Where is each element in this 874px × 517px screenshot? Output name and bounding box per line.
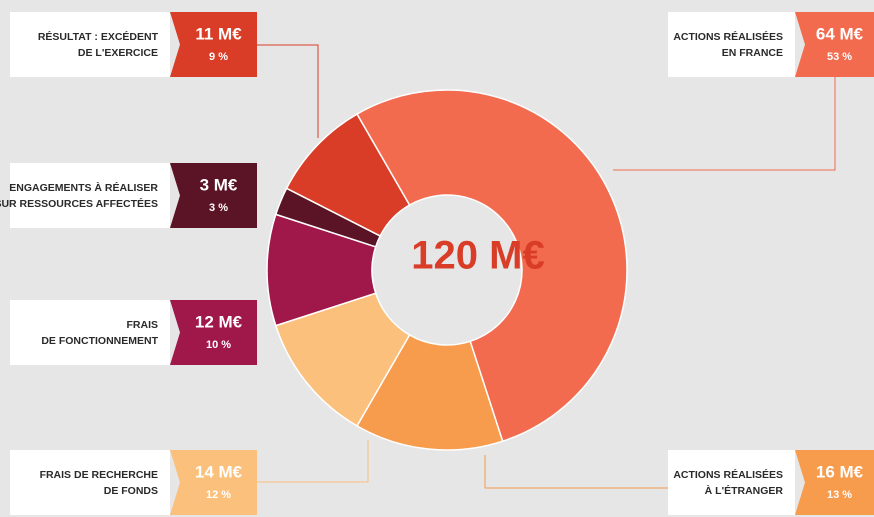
slice [285, 113, 411, 237]
share-label: 13 % [827, 489, 852, 501]
label-box [10, 300, 170, 365]
value-box [170, 12, 257, 77]
value-box [170, 300, 257, 365]
share-label: 53 % [827, 51, 852, 63]
leader-line [257, 44, 319, 138]
value-label: 11 M€ [195, 24, 242, 43]
share-label: 3 % [209, 202, 228, 214]
value-box [795, 450, 874, 515]
value-box [170, 163, 257, 228]
category-label: ACTIONS RÉALISÉES [673, 468, 783, 481]
leader-line [257, 440, 369, 483]
category-label: ACTIONS RÉALISÉES [673, 30, 783, 43]
label-box [668, 12, 795, 77]
label-box [668, 450, 795, 515]
category-label: DE L'EXERCICE [78, 47, 158, 59]
labels: ACTIONS RÉALISÉES EN FRANCE 64 M€ 53 % ACTIO… [0, 12, 874, 515]
category-label: FRAIS DE RECHERCHE [40, 469, 158, 481]
category-label: DE FONCTIONNEMENT [41, 335, 158, 347]
label-box [10, 163, 170, 228]
donut [266, 89, 628, 451]
category-label: SUR RESSOURCES AFFECTÉES [0, 197, 158, 210]
label-box [10, 12, 170, 77]
category-label: RÉSULTAT : EXCÉDENT [38, 30, 159, 43]
category-label: ENGAGEMENTS À RÉALISER [9, 181, 158, 194]
value-label: 3 M€ [200, 175, 238, 194]
category-label: À L'ÉTRANGER [705, 484, 784, 497]
value-box [170, 450, 257, 515]
value-label: 16 M€ [816, 462, 864, 481]
share-label: 10 % [206, 339, 231, 351]
share-label: 9 % [209, 51, 228, 63]
leader-line [613, 77, 836, 171]
value-label: 64 M€ [816, 24, 864, 43]
value-box [795, 12, 874, 77]
label-box [10, 450, 170, 515]
share-label: 12 % [206, 489, 231, 501]
value-label: 12 M€ [195, 312, 243, 331]
value-label: 14 M€ [195, 462, 243, 481]
category-label: EN FRANCE [722, 47, 783, 59]
slice [355, 89, 628, 443]
category-label: DE FONDS [104, 485, 158, 497]
category-label: FRAIS [127, 319, 159, 331]
center-label: 120 M€ [411, 234, 544, 278]
